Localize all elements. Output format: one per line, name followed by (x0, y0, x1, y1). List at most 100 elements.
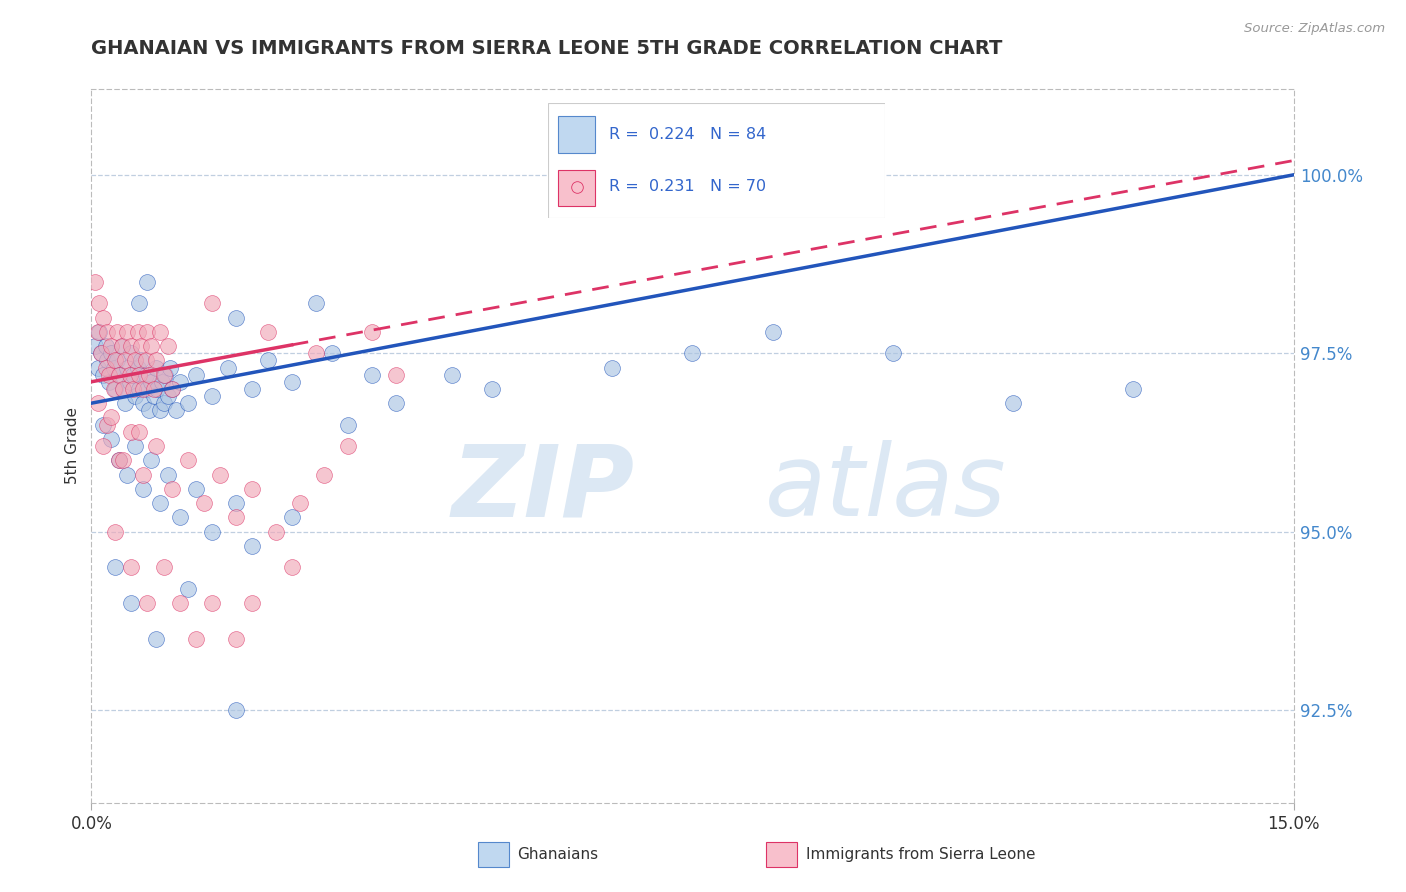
Point (153, 368, 176, 382)
Point (169, 510, 191, 524)
Point (100, 432, 122, 446)
Point (98, 368, 121, 382)
Point (108, 368, 131, 382)
Point (176, 582, 198, 596)
Point (104, 524, 127, 539)
Point (104, 353, 127, 368)
Point (169, 375, 191, 389)
Point (336, 439, 359, 453)
Point (117, 360, 139, 375)
Point (152, 368, 174, 382)
Point (98, 375, 121, 389)
Point (305, 346, 328, 360)
Point (121, 596, 143, 610)
Point (124, 353, 146, 368)
Point (84, 275, 107, 289)
Point (108, 368, 131, 382)
Point (127, 325, 149, 339)
Point (136, 325, 159, 339)
Point (385, 368, 408, 382)
Point (87, 396, 110, 410)
Point (256, 325, 278, 339)
Point (225, 632, 247, 646)
Point (385, 396, 408, 410)
Point (112, 453, 135, 467)
Point (112, 382, 135, 396)
Point (201, 596, 224, 610)
Point (159, 360, 181, 375)
Point (93, 439, 115, 453)
Point (128, 368, 150, 382)
Y-axis label: 5th Grade: 5th Grade (65, 408, 80, 484)
Point (201, 296, 224, 310)
Point (336, 417, 359, 432)
Point (264, 524, 287, 539)
Point (127, 360, 149, 375)
Point (89, 296, 111, 310)
Point (114, 396, 136, 410)
Point (240, 539, 263, 553)
Point (882, 346, 904, 360)
Point (156, 339, 179, 353)
Point (360, 325, 382, 339)
Point (193, 496, 215, 510)
Point (148, 496, 170, 510)
Point (135, 353, 157, 368)
Point (138, 368, 160, 382)
Point (96, 353, 118, 368)
Point (132, 396, 155, 410)
Point (160, 482, 183, 496)
Point (94, 360, 117, 375)
Point (288, 496, 311, 510)
Text: ZIP: ZIP (451, 441, 636, 537)
Point (94, 339, 117, 353)
Point (135, 368, 157, 382)
Point (114, 353, 136, 368)
Point (128, 382, 150, 396)
Point (1001, 396, 1024, 410)
Point (225, 703, 247, 717)
Point (1122, 382, 1144, 396)
Point (169, 596, 191, 610)
Point (146, 382, 169, 396)
Point (281, 510, 304, 524)
Point (217, 360, 239, 375)
Point (136, 382, 159, 396)
Point (121, 425, 143, 439)
Point (122, 368, 145, 382)
Point (100, 339, 122, 353)
Point (160, 382, 183, 396)
Point (112, 382, 135, 396)
Point (129, 353, 152, 368)
Point (89, 325, 111, 339)
Point (141, 375, 163, 389)
Point (117, 467, 139, 482)
Point (117, 325, 139, 339)
Point (136, 596, 159, 610)
Point (108, 453, 131, 467)
Point (104, 560, 127, 574)
Point (93, 368, 115, 382)
Point (152, 560, 174, 574)
Point (145, 439, 167, 453)
Point (150, 375, 173, 389)
Point (225, 496, 247, 510)
Text: Source: ZipAtlas.com: Source: ZipAtlas.com (1244, 22, 1385, 36)
Text: Immigrants from Sierra Leone: Immigrants from Sierra Leone (806, 847, 1035, 862)
Point (105, 353, 128, 368)
Point (360, 368, 382, 382)
Point (145, 360, 167, 375)
Text: Ghanaians: Ghanaians (517, 847, 599, 862)
Point (305, 296, 328, 310)
Point (152, 396, 174, 410)
Point (121, 346, 143, 360)
Point (602, 360, 624, 375)
Point (132, 382, 155, 396)
Point (165, 403, 187, 417)
Point (312, 467, 335, 482)
Point (128, 425, 150, 439)
Point (225, 510, 247, 524)
Point (160, 382, 183, 396)
Point (100, 410, 122, 425)
Point (84, 339, 107, 353)
